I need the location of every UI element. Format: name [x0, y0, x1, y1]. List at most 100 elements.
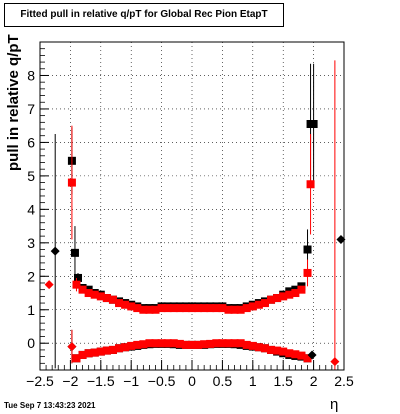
data-point — [260, 299, 269, 308]
data-point — [145, 339, 154, 348]
timestamp: Tue Sep 7 13:43:23 2021 — [4, 401, 96, 410]
data-point — [309, 120, 318, 128]
data-point — [157, 304, 166, 313]
data-point — [224, 339, 233, 348]
data-point — [181, 304, 190, 313]
data-point — [181, 340, 190, 349]
data-point — [260, 344, 269, 353]
grid-lines — [39, 42, 345, 370]
data-point — [206, 304, 215, 313]
data-point — [188, 340, 196, 349]
data-point — [267, 345, 276, 354]
y-tick-label: 0 — [27, 335, 35, 351]
data-point-diamond — [44, 280, 54, 290]
data-point — [90, 290, 99, 299]
data-point — [108, 345, 117, 354]
data-point — [169, 304, 178, 313]
x-tick-label: 2.5 — [334, 373, 354, 389]
data-point — [248, 302, 257, 311]
data-point — [273, 346, 282, 355]
data-point — [74, 273, 82, 282]
data-point — [102, 346, 111, 355]
data-point — [285, 349, 294, 358]
data-point — [169, 339, 178, 348]
data-point — [96, 292, 105, 301]
data-point — [121, 300, 130, 309]
x-axis-label: η — [330, 396, 339, 413]
data-point — [218, 339, 227, 348]
data-point — [151, 305, 160, 314]
y-tick-label: 6 — [27, 134, 35, 150]
data-point — [218, 304, 227, 313]
data-point — [303, 268, 312, 277]
data-point — [248, 341, 257, 350]
chart-title: Fitted pull in relative q/pT for Global … — [4, 3, 284, 27]
y-axis-label: pull in relative q/pT — [5, 34, 22, 171]
y-tick-label: 7 — [27, 101, 35, 117]
data-point-diamond — [50, 246, 60, 256]
data-point — [72, 280, 81, 289]
data-point-diamond — [307, 350, 317, 360]
data-point — [151, 339, 160, 348]
data-point — [303, 354, 312, 363]
data-point — [115, 299, 124, 308]
data-point — [267, 295, 276, 304]
data-point — [139, 305, 148, 314]
data-point — [163, 339, 172, 348]
data-point — [70, 248, 79, 257]
data-point — [291, 350, 300, 359]
axes: −2.5 −2 −1.5 −1 −0.5 0 0.5 1 1.5 2 2.5 0 1 2 3 4 5 6 7 8 — [26, 41, 354, 389]
data-point — [157, 339, 166, 348]
x-tick-label: 1 — [249, 373, 257, 389]
y-tick-label: 8 — [27, 67, 35, 83]
data-point — [84, 289, 93, 298]
data-point — [175, 304, 184, 313]
data-point — [127, 341, 136, 350]
data-point — [72, 354, 81, 363]
data-point — [279, 292, 288, 301]
y-tick-label: 3 — [27, 235, 35, 251]
data-point-diamond — [330, 357, 340, 367]
data-point — [84, 349, 93, 358]
data-point — [242, 340, 251, 349]
data-point — [96, 347, 105, 356]
data-point — [291, 289, 300, 298]
data-point — [224, 305, 233, 314]
data-point-diamond — [67, 342, 77, 352]
data-point — [67, 178, 76, 187]
x-tick-label: −0.5 — [148, 373, 176, 389]
data-point — [194, 340, 203, 349]
data-point — [200, 304, 209, 313]
data-point — [206, 339, 215, 348]
data-point — [175, 339, 184, 348]
x-tick-label: 0.5 — [213, 373, 233, 389]
x-tick-label: −2 — [62, 373, 78, 389]
data-point — [303, 245, 312, 254]
data-points — [44, 60, 346, 370]
data-point — [212, 304, 221, 313]
data-point — [108, 295, 117, 304]
data-point — [188, 304, 196, 313]
x-tick-label: −1 — [123, 373, 139, 389]
data-point — [115, 344, 124, 353]
data-point — [145, 305, 154, 314]
x-tick-label: 1.5 — [273, 373, 293, 389]
data-point — [200, 340, 209, 349]
data-point — [230, 305, 239, 314]
y-tick-label: 5 — [27, 168, 35, 184]
data-point-diamond — [336, 234, 346, 244]
data-point — [297, 351, 306, 360]
data-point — [139, 340, 148, 349]
data-point — [133, 304, 142, 313]
x-tick-label: −1.5 — [87, 373, 115, 389]
data-point — [279, 347, 288, 356]
x-tick-label: −2.5 — [26, 373, 54, 389]
data-point — [194, 304, 203, 313]
x-tick-label: 2 — [310, 373, 318, 389]
data-point — [236, 339, 245, 348]
data-point — [127, 302, 136, 311]
data-point — [230, 339, 239, 348]
data-point — [163, 304, 172, 313]
data-point — [121, 343, 130, 352]
data-point — [297, 285, 306, 294]
